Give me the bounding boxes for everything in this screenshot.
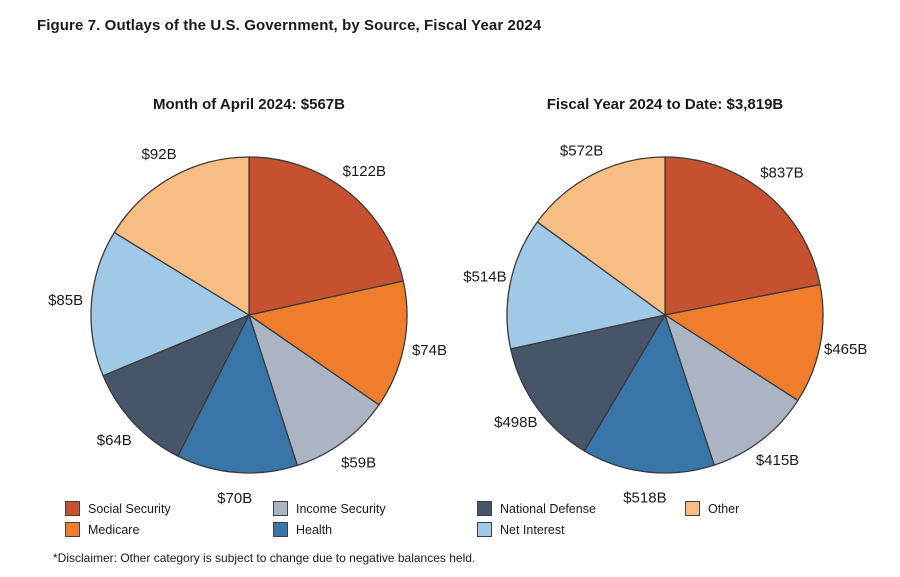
legend-item-national-defense: National Defense [477,501,596,516]
legend-label-national-defense: National Defense [500,501,596,516]
chart-title-april: Month of April 2024: $567B [153,96,345,113]
pie-slice-medicare [664,283,824,402]
legend-swatch-medicare [65,522,80,537]
legend-label-medicare: Medicare [88,522,140,537]
pie-slice-social-security [664,156,821,316]
legend-column-4: Other [685,501,739,522]
pie-slice-health [177,314,298,474]
legend-column-2: Income Security Health [273,501,386,543]
slice-value-label: $518B [623,489,666,506]
legend-swatch-other [685,501,700,516]
legend-label-health: Health [296,522,333,537]
slice-value-label: $514B [463,269,506,286]
pie-slice-income-security [664,314,799,466]
pie-slice-national-defense [102,314,250,457]
slice-value-label: $59B [341,454,376,471]
disclaimer-text: *Disclaimer: Other category is subject t… [53,551,476,565]
legend-item-health: Health [273,522,386,537]
legend-label-social-security: Social Security [88,501,171,516]
legend-label-income-security: Income Security [296,501,386,516]
pie-slice-health [583,314,715,474]
slice-value-label: $465B [824,341,867,358]
slice-value-label: $70B [217,490,252,507]
legend-swatch-net-interest [477,522,492,537]
pie-slice-medicare [248,280,408,406]
legend-swatch-income-security [273,501,288,516]
figure-title: Figure 7. Outlays of the U.S. Government… [37,17,542,34]
legend-item-medicare: Medicare [65,522,171,537]
slice-value-label: $64B [97,432,132,449]
pie-slice-net-interest [506,221,666,350]
legend-swatch-social-security [65,501,80,516]
pie-slice-other [113,156,250,316]
slice-value-label: $92B [142,146,177,163]
legend-swatch-national-defense [477,501,492,516]
legend-swatch-health [273,522,288,537]
slice-value-label: $498B [494,414,537,431]
slice-value-label: $85B [48,292,83,309]
slice-value-label: $415B [756,452,799,469]
legend-item-income-security: Income Security [273,501,386,516]
pie-slice-income-security [248,314,380,467]
pie-slice-other [536,156,666,316]
legend-column-3: National Defense Net Interest [477,501,596,543]
slice-value-label: $572B [560,143,603,160]
legend-label-other: Other [708,501,740,516]
legend-column-1: Social Security Medicare [65,501,171,543]
pie-chart-fiscal-ytd: $837B $465B $415B $518B $498B $514B $572B [463,143,867,507]
pie-chart-april: $122B $74B $59B $70B $64B $85B $92B [48,146,447,507]
pie-slice-national-defense [510,314,666,452]
legend-item-net-interest: Net Interest [477,522,596,537]
legend-item-social-security: Social Security [65,501,171,516]
slice-value-label: $122B [343,163,386,180]
slice-value-label: $837B [760,164,803,181]
legend-label-net-interest: Net Interest [500,522,565,537]
slice-value-label: $74B [412,342,447,359]
chart-legend: Social Security Medicare Income Security… [0,501,900,543]
pie-slice-social-security [248,156,404,316]
pie-slice-net-interest [90,231,250,377]
chart-title-fiscal-ytd: Fiscal Year 2024 to Date: $3,819B [546,96,784,113]
legend-item-other: Other [685,501,739,516]
